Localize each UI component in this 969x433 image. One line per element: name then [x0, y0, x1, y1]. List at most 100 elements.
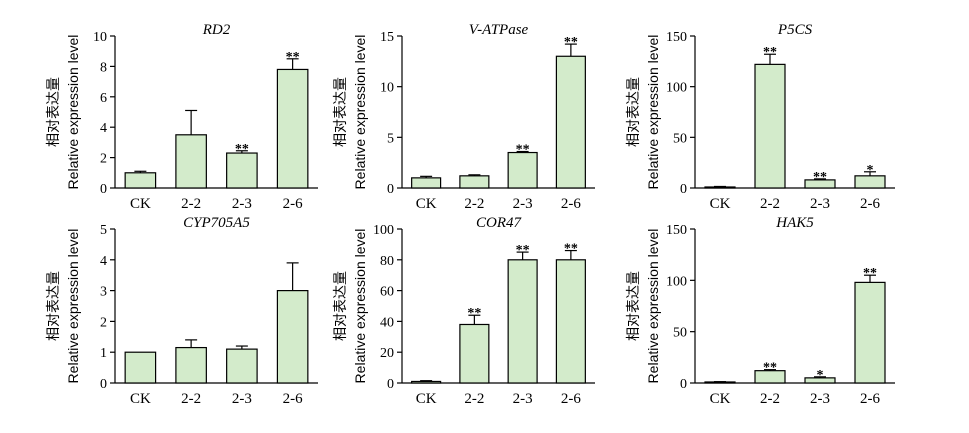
category-label: 2-2 — [181, 391, 201, 407]
bar-2-3 — [507, 151, 538, 189]
significance-mark: ** — [564, 242, 578, 257]
bar-CK — [411, 177, 442, 189]
y-axis-label-cn: 相对表达量 — [45, 77, 61, 147]
panel-title: RD2 — [202, 22, 231, 38]
bar-2-3 — [226, 348, 258, 384]
category-label: 2-2 — [464, 196, 484, 212]
y-axis-label-cn: 相对表达量 — [332, 77, 348, 147]
significance-mark: * — [817, 368, 824, 383]
bar-2-2 — [459, 175, 490, 189]
significance-mark: ** — [286, 50, 300, 65]
category-label: 2-6 — [860, 196, 880, 212]
y-tick-label: 150 — [666, 223, 687, 238]
y-tick-label: 4 — [100, 254, 107, 269]
bar-2-6 — [555, 259, 586, 384]
y-tick-label: 150 — [666, 30, 687, 45]
bar-2-2 — [459, 323, 490, 384]
category-label: CK — [416, 196, 437, 212]
category-label: 2-2 — [760, 391, 780, 407]
bar-2-3 — [226, 152, 258, 189]
bar-2-6 — [276, 290, 309, 384]
y-tick-label: 60 — [380, 285, 394, 300]
panel-title: V-ATPase — [469, 22, 529, 38]
y-tick-label: 50 — [673, 131, 687, 146]
significance-mark: ** — [516, 243, 530, 258]
y-tick-label: 6 — [100, 91, 107, 106]
y-tick-label: 40 — [380, 315, 394, 330]
panel-title: COR47 — [476, 215, 523, 231]
y-axis-label-en: Relative expression level — [65, 229, 81, 384]
bar-2-2 — [175, 134, 207, 189]
category-label: 2-6 — [860, 391, 880, 407]
bar-2-6 — [854, 281, 886, 384]
y-tick-label: 80 — [380, 254, 394, 269]
category-label: 2-3 — [232, 391, 252, 407]
y-axis-label-cn: 相对表达量 — [45, 271, 61, 341]
y-tick-label: 0 — [387, 377, 394, 392]
y-tick-label: 20 — [380, 346, 394, 361]
y-tick-label: 10 — [380, 81, 394, 96]
category-label: 2-2 — [181, 196, 201, 212]
y-axis-label-en: Relative expression level — [645, 229, 661, 384]
chart-panel-3: 0 50 100 150 CK ** 2-2 ** 2-3 * 2-6 P5CS 相对表达量 Relati… — [625, 22, 895, 212]
y-tick-label: 5 — [100, 223, 107, 238]
chart-panel-6: 0 50 100 150 CK ** 2-2 * 2-3 ** 2-6 HAK5 相对表达量 Relati… — [625, 215, 895, 407]
panel-title: P5CS — [777, 22, 813, 38]
category-label: CK — [416, 391, 437, 407]
bar-CK — [124, 172, 157, 189]
significance-mark: ** — [516, 143, 530, 158]
y-tick-label: 1 — [100, 346, 107, 361]
category-label: 2-6 — [283, 196, 303, 212]
significance-mark: ** — [763, 45, 777, 60]
y-tick-label: 0 — [680, 182, 687, 197]
category-label: 2-6 — [561, 391, 581, 407]
category-label: 2-3 — [232, 196, 252, 212]
chart-panel-1: 0 2 4 6 8 10 CK 2-2 ** 2-3 ** 2-6 RD2 相对表达量 Relative e… — [45, 22, 318, 212]
y-tick-label: 0 — [387, 182, 394, 197]
bar-2-2 — [175, 346, 207, 384]
category-label: 2-3 — [513, 391, 533, 407]
y-tick-label: 100 — [666, 81, 687, 96]
bar-2-3 — [507, 259, 538, 384]
category-label: CK — [130, 391, 151, 407]
bar-CK — [411, 380, 442, 384]
category-label: CK — [130, 196, 151, 212]
y-axis-label-en: Relative expression level — [352, 229, 368, 384]
y-axis-label-cn: 相对表达量 — [625, 77, 641, 147]
category-label: CK — [710, 196, 731, 212]
y-tick-label: 100 — [666, 274, 687, 289]
y-tick-label: 0 — [680, 377, 687, 392]
y-tick-label: 4 — [100, 121, 107, 136]
significance-mark: * — [867, 163, 874, 178]
y-axis-label-en: Relative expression level — [65, 35, 81, 190]
category-label: 2-6 — [561, 196, 581, 212]
y-tick-label: 0 — [100, 182, 107, 197]
category-label: 2-3 — [810, 391, 830, 407]
significance-mark: ** — [564, 35, 578, 50]
panel-title: CYP705A5 — [183, 215, 250, 231]
y-tick-label: 15 — [380, 30, 394, 45]
significance-mark: ** — [467, 306, 481, 321]
category-label: CK — [710, 391, 731, 407]
significance-mark: ** — [763, 361, 777, 376]
chart-panel-5: 0 20 40 60 80 100 CK ** 2-2 ** 2-3 ** 2-6 COR47 相对表达量 R… — [332, 215, 595, 407]
y-tick-label: 8 — [100, 60, 107, 75]
bar-CK — [124, 351, 157, 384]
category-label: 2-3 — [513, 196, 533, 212]
panel-title: HAK5 — [775, 215, 814, 231]
y-axis-label-en: Relative expression level — [645, 35, 661, 190]
chart-panel-2: 0 5 10 15 CK 2-2 ** 2-3 ** 2-6 V-ATPase 相对表达量 Relati… — [332, 22, 595, 212]
y-tick-label: 5 — [387, 131, 394, 146]
y-tick-label: 50 — [673, 326, 687, 341]
significance-mark: ** — [235, 142, 249, 157]
y-tick-label: 10 — [93, 30, 107, 45]
bar-CK — [704, 186, 736, 189]
category-label: 2-6 — [283, 391, 303, 407]
bar-2-6 — [276, 68, 309, 189]
y-tick-label: 2 — [100, 315, 107, 330]
category-label: 2-3 — [810, 196, 830, 212]
y-tick-label: 3 — [100, 285, 107, 300]
y-axis-label-cn: 相对表达量 — [625, 271, 641, 341]
bar-2-6 — [555, 55, 586, 189]
